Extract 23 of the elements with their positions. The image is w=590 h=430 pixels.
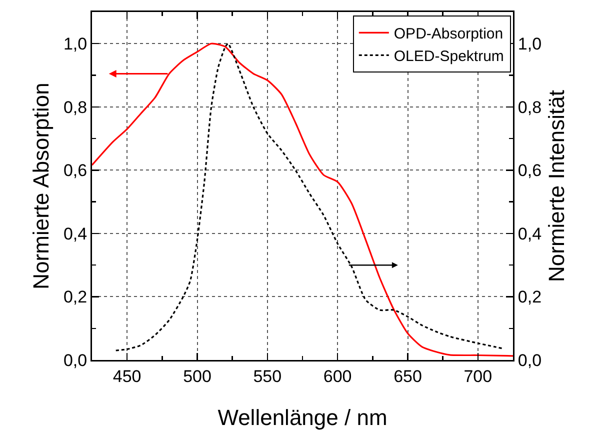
legend-label: OPD-Absorption — [394, 26, 504, 43]
y2-tick-label: 0,0 — [518, 350, 542, 370]
y-tick-label: 0,8 — [63, 98, 88, 117]
y2-axis-title: Normierte Intensität — [544, 90, 570, 282]
x-tick-label: 600 — [323, 366, 352, 386]
y2-tick-label: 1,0 — [518, 34, 542, 54]
x-tick-label: 500 — [183, 366, 212, 386]
y-axis-title: Normierte Absorption — [28, 82, 54, 290]
x-axis-title: Wellenlänge / nm — [218, 405, 388, 430]
legend-label: OLED-Spektrum — [394, 48, 504, 66]
x-tick-label: 650 — [394, 366, 422, 386]
y-tick-label: 0,0 — [63, 350, 88, 370]
y2-tick-label: 0,2 — [518, 288, 542, 307]
x-tick-label: 450 — [112, 366, 142, 386]
y-tick-label: 0,6 — [63, 161, 88, 180]
y2-tick-label: 0,6 — [518, 161, 542, 180]
y-tick-label: 1,0 — [63, 34, 88, 54]
y-tick-label: 0,4 — [63, 224, 88, 244]
y2-tick-label: 0,8 — [518, 98, 542, 117]
x-tick-label: 550 — [253, 366, 282, 386]
x-tick-label: 700 — [464, 366, 492, 386]
y-tick-label: 0,2 — [63, 288, 88, 307]
y2-tick-label: 0,4 — [518, 224, 542, 244]
